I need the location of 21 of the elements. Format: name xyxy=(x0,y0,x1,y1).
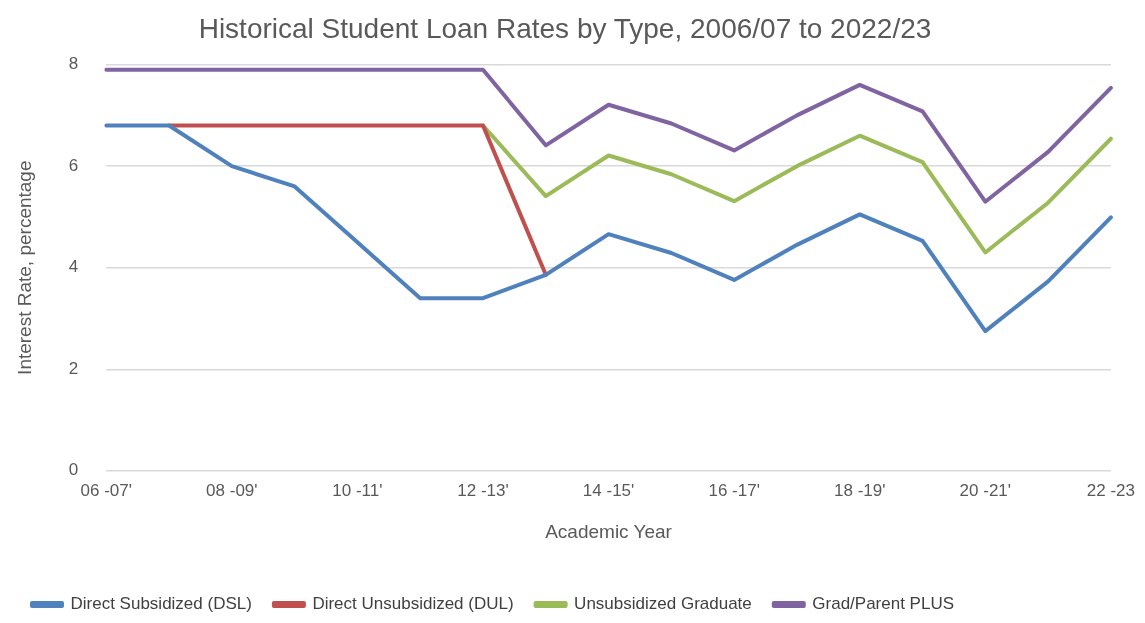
y-tick-label: 0 xyxy=(68,460,79,480)
legend-label: Direct Subsidized (DSL) xyxy=(70,594,252,614)
x-tick-label: 20 -21' xyxy=(959,480,1012,500)
y-tick-label: 8 xyxy=(68,54,79,74)
x-tick-label: 12 -13' xyxy=(457,480,509,500)
legend-label: Grad/Parent PLUS xyxy=(812,594,955,614)
x-tick-label: 06 -07' xyxy=(80,480,132,500)
legend-label: Unsubsidized Graduate xyxy=(574,594,752,614)
y-tick-label: 2 xyxy=(68,358,79,378)
legend-label: Direct Unsubsidized (DUL) xyxy=(312,594,514,614)
x-tick-label: 14 -15' xyxy=(582,480,635,500)
x-tick-label: 16 -17' xyxy=(708,480,760,500)
x-tick-label: 18 -19' xyxy=(834,480,886,500)
x-axis-title: Academic Year xyxy=(545,520,673,542)
x-tick-label: 22 -23 xyxy=(1086,480,1135,500)
x-tick-label: 08 -09' xyxy=(206,480,258,500)
y-tick-label: 6 xyxy=(68,155,79,175)
y-axis-title: Interest Rate, percentage xyxy=(13,160,35,375)
y-tick-label: 4 xyxy=(68,257,79,277)
chart-title: Historical Student Loan Rates by Type, 2006/07 to 2022/23 xyxy=(198,12,932,44)
x-tick-label: 10 -11' xyxy=(332,480,383,500)
